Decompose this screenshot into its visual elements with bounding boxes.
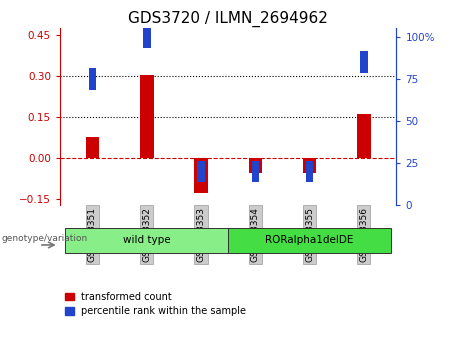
Bar: [303, 158, 316, 173]
FancyBboxPatch shape: [228, 228, 391, 253]
Bar: [194, 158, 208, 193]
Bar: [89, 68, 96, 90]
Bar: [143, 26, 150, 48]
Bar: [140, 75, 154, 158]
Text: wild type: wild type: [123, 235, 171, 245]
Bar: [86, 137, 99, 158]
FancyBboxPatch shape: [65, 228, 228, 253]
Bar: [360, 51, 367, 73]
Legend: transformed count, percentile rank within the sample: transformed count, percentile rank withi…: [65, 292, 246, 316]
Bar: [248, 158, 262, 173]
Bar: [197, 161, 205, 183]
Bar: [306, 161, 313, 183]
Text: genotype/variation: genotype/variation: [1, 234, 88, 242]
Bar: [357, 114, 371, 158]
Bar: [252, 161, 259, 183]
Title: GDS3720 / ILMN_2694962: GDS3720 / ILMN_2694962: [128, 11, 328, 27]
Text: RORalpha1delDE: RORalpha1delDE: [266, 235, 354, 245]
